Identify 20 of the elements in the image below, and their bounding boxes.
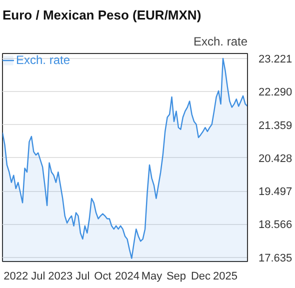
y-tick-label: 21.359 bbox=[258, 120, 292, 132]
y-tick-label: 19.497 bbox=[258, 186, 292, 198]
y-tick-label: 22.290 bbox=[258, 86, 292, 99]
x-tick-label: Jul bbox=[31, 270, 46, 282]
x-tick-label: Sep bbox=[166, 270, 186, 282]
y-tick-label: 20.428 bbox=[258, 152, 292, 165]
x-tick-label: Oct bbox=[94, 270, 112, 282]
x-tick-label: 2023 bbox=[48, 270, 73, 282]
chart-title: Euro / Mexican Peso (EUR/MXN) bbox=[2, 8, 202, 22]
x-tick-label: 2024 bbox=[114, 270, 140, 282]
x-tick-label: 2022 bbox=[4, 270, 28, 282]
x-tick-label: Dec bbox=[190, 270, 212, 282]
x-tick-label: Jul bbox=[76, 270, 90, 282]
y-axis-title: Exch. rate bbox=[193, 34, 248, 48]
legend-label: Exch. rate bbox=[16, 53, 70, 67]
y-tick-label: 17.635 bbox=[258, 252, 292, 264]
x-tick-label: May bbox=[141, 270, 163, 282]
y-tick-label: 23.221 bbox=[258, 53, 292, 66]
y-tick-label: 18.566 bbox=[258, 219, 292, 232]
x-tick-label: 2025 bbox=[212, 270, 238, 282]
